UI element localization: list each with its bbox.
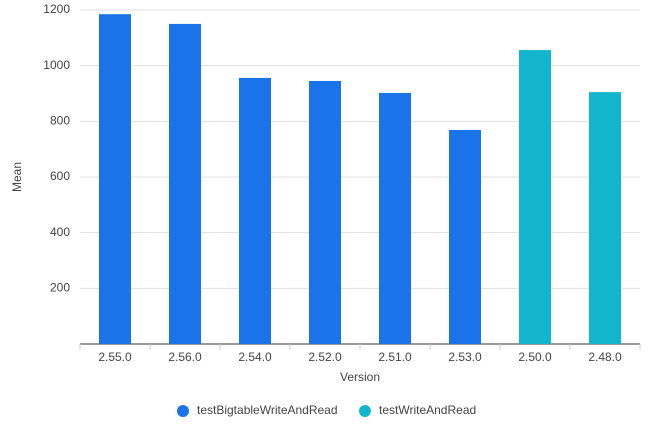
bar <box>379 92 411 345</box>
y-tick-label: 200 <box>50 281 70 295</box>
bar <box>309 80 341 344</box>
x-tick-label: 2.55.0 <box>98 350 132 364</box>
x-tick-label: 2.48.0 <box>588 350 622 364</box>
legend-label: testWriteAndRead <box>379 403 476 417</box>
y-tick-label: 1200 <box>43 2 70 16</box>
legend-marker <box>177 405 189 417</box>
x-tick-label: 2.56.0 <box>168 350 202 364</box>
bar <box>519 50 551 345</box>
y-tick-label: 600 <box>50 169 70 183</box>
y-tick-label: 1000 <box>43 58 70 72</box>
y-tick-label: 400 <box>50 225 70 239</box>
x-tick-label: 2.54.0 <box>238 350 272 364</box>
bar <box>239 77 271 344</box>
bar <box>449 129 481 344</box>
x-tick-label: 2.51.0 <box>378 350 412 364</box>
x-axis-title: Version <box>340 370 380 384</box>
bar <box>99 14 131 345</box>
legend-marker <box>359 405 371 417</box>
legend-label: testBigtableWriteAndRead <box>197 403 338 417</box>
bar <box>169 23 201 345</box>
x-tick-label: 2.50.0 <box>518 350 552 364</box>
bar <box>589 92 621 344</box>
x-tick-label: 2.52.0 <box>308 350 342 364</box>
x-tick-label: 2.53.0 <box>448 350 482 364</box>
y-axis-title: Mean <box>10 162 24 192</box>
y-tick-label: 800 <box>50 114 70 128</box>
